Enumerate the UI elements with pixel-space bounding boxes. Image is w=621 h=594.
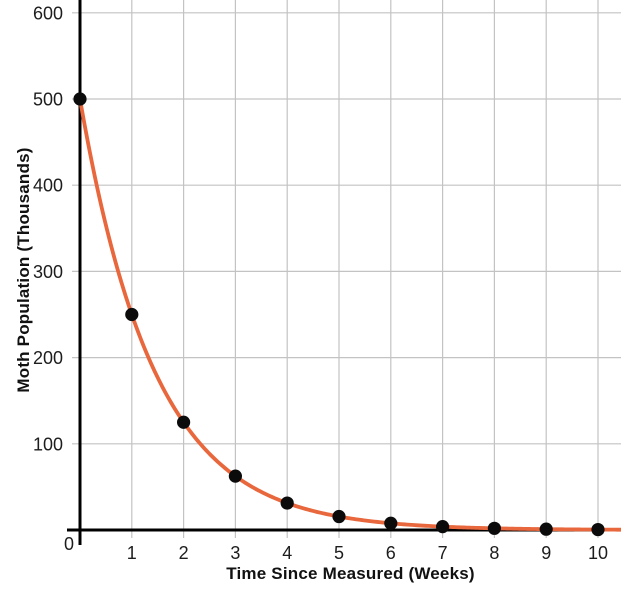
data-point bbox=[73, 92, 87, 106]
data-point bbox=[332, 509, 346, 524]
x-axis-title: Time Since Measured (Weeks) bbox=[226, 564, 475, 583]
x-tick-label: 2 bbox=[179, 543, 189, 563]
data-point bbox=[487, 521, 501, 535]
x-tick-label: 3 bbox=[230, 543, 240, 563]
y-axis-title: Moth Population (Thousands) bbox=[14, 147, 33, 393]
data-point bbox=[591, 522, 605, 537]
data-point bbox=[177, 415, 191, 429]
y-tick-label: 300 bbox=[33, 262, 63, 282]
x-tick-label: 6 bbox=[386, 543, 396, 563]
data-point bbox=[539, 522, 553, 536]
data-point bbox=[384, 516, 398, 530]
x-tick-label: 9 bbox=[541, 543, 551, 563]
y-tick-label: 500 bbox=[33, 90, 63, 110]
y-tick-label: 100 bbox=[33, 434, 63, 454]
data-point bbox=[125, 307, 139, 322]
x-tick-label: 5 bbox=[334, 543, 344, 563]
data-point bbox=[280, 496, 294, 510]
data-point bbox=[436, 520, 450, 534]
x-tick-label: 7 bbox=[438, 543, 448, 563]
y-tick-label: 400 bbox=[33, 176, 63, 196]
decay-curve bbox=[78, 97, 621, 532]
y-tick-label: 600 bbox=[33, 3, 63, 23]
y-tick-label: 200 bbox=[33, 348, 63, 368]
x-tick-label: 10 bbox=[588, 543, 608, 563]
x-tick-label: 8 bbox=[489, 543, 499, 563]
x-tick-label: 1 bbox=[127, 543, 137, 563]
data-point bbox=[228, 469, 242, 483]
x-tick-label: 4 bbox=[282, 543, 292, 563]
origin-tick-label: 0 bbox=[64, 534, 74, 554]
